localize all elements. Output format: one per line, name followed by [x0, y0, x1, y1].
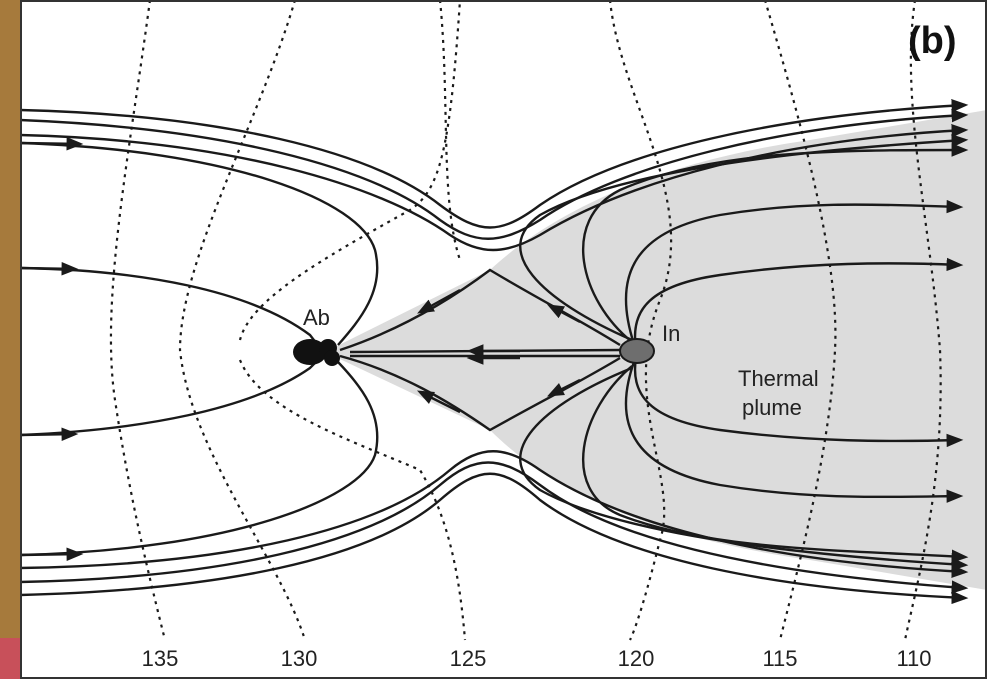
left-stream-4: [20, 361, 379, 557]
contour-tick-labels: 135 130 125 120 115 110: [142, 646, 932, 671]
recirc-1b: [547, 304, 581, 324]
recirc-4: [339, 354, 621, 432]
left-stream-3-arrow: [20, 427, 79, 441]
tick-label: 125: [450, 646, 487, 671]
frame-left-strip: [0, 0, 20, 679]
left-stream-2: [20, 266, 321, 349]
flow-diagram: (b) Ab In Thermal plume 135 130 125 120 …: [20, 0, 987, 679]
left-stream-1-arrow: [20, 137, 84, 151]
recirc-4b: [546, 378, 581, 397]
frame-accent-block: [0, 638, 20, 679]
tick-label: 120: [618, 646, 655, 671]
label-abstraction-well: Ab: [303, 305, 330, 330]
label-plume: plume: [742, 395, 802, 420]
recirculation-streamlines: [339, 268, 621, 432]
right-stream-6: [624, 361, 964, 503]
right-stream-4: [633, 257, 964, 349]
right-outflow-streamlines: [519, 134, 969, 571]
left-stream-3: [20, 357, 321, 437]
recirc-4-arrow: [416, 390, 461, 414]
right-stream-3: [624, 199, 964, 345]
tick-label: 110: [896, 646, 931, 671]
right-stream-8: [519, 366, 969, 571]
left-stream-1: [20, 141, 379, 346]
stream-bot-2: [20, 461, 969, 594]
contour-120: [608, 0, 673, 641]
left-stream-2-arrow: [20, 262, 79, 276]
label-thermal: Thermal: [738, 366, 819, 391]
left-stream-4-arrow: [20, 547, 84, 561]
stream-top-2: [20, 109, 969, 240]
stream-bot-3: [20, 450, 969, 578]
tick-label: 135: [142, 646, 179, 671]
left-inflow-streamlines: [20, 137, 379, 561]
panel-label: (b): [908, 20, 957, 62]
diagram-canvas: (b) Ab In Thermal plume 135 130 125 120 …: [20, 0, 987, 679]
injection-well: [619, 338, 655, 364]
recirc-1: [339, 268, 621, 352]
contour-130: [178, 0, 307, 641]
label-injection-well: In: [662, 321, 680, 346]
stream-top-1: [20, 99, 969, 229]
figure-border: [20, 0, 987, 679]
stream-bot-1: [20, 472, 969, 605]
right-stream-5: [633, 357, 964, 448]
contour-125: [438, 0, 462, 261]
outer-streamlines: [20, 99, 969, 605]
contour-110: [903, 0, 942, 641]
recirc-1-arrow: [417, 288, 461, 314]
thermal-plume-region: [325, 110, 987, 590]
tick-label: 130: [281, 646, 318, 671]
contour-128: [238, 0, 462, 341]
right-stream-7: [582, 365, 969, 563]
abstraction-well: [293, 339, 340, 366]
tick-label: 115: [762, 646, 797, 671]
right-stream-2: [582, 143, 969, 343]
